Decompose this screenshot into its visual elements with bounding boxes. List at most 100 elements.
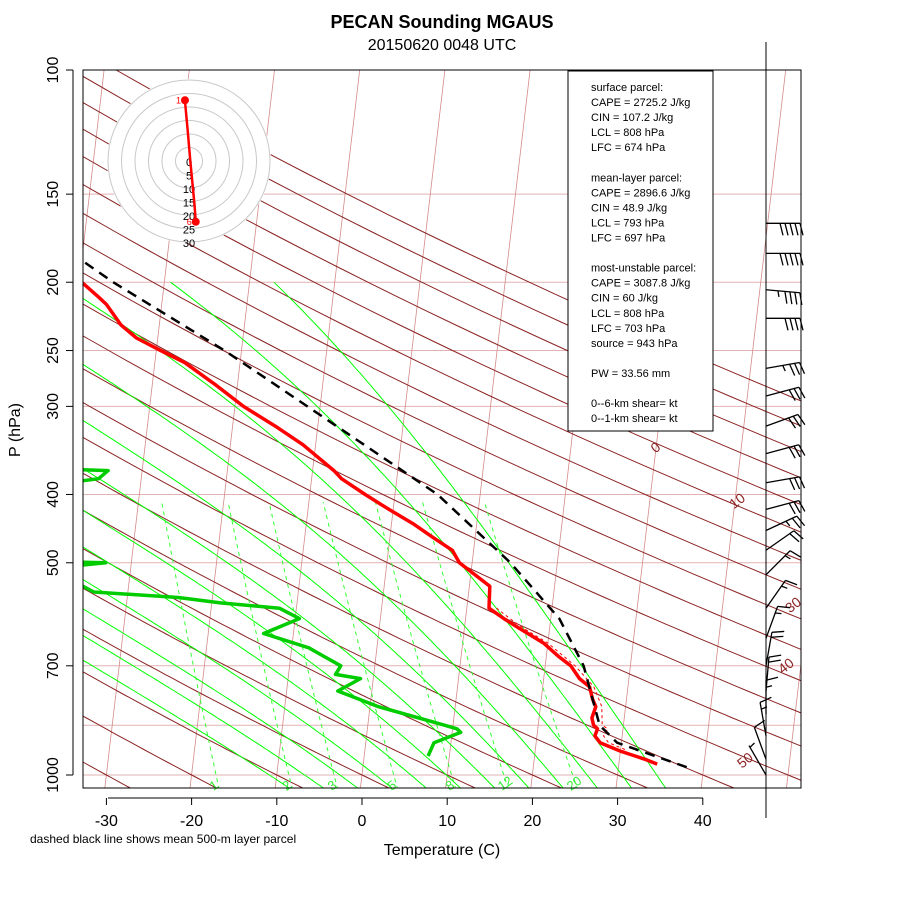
hodograph-ring bbox=[121, 93, 257, 229]
isotherm-line bbox=[360, 70, 446, 788]
x-tick-label: 0 bbox=[358, 813, 367, 830]
dry-adiabat-label: 40 bbox=[775, 654, 797, 676]
parcel-info-line: CIN = 107.2 J/kg bbox=[591, 112, 673, 124]
y-tick-label: 250 bbox=[45, 337, 62, 364]
x-tick-label: 40 bbox=[694, 813, 712, 830]
hodograph-point bbox=[180, 96, 189, 105]
wind-barb bbox=[765, 499, 806, 515]
hodograph-ring-label: 0 bbox=[186, 157, 192, 169]
footnote: dashed black line shows mean 500-m layer… bbox=[30, 832, 296, 846]
x-tick-label: -20 bbox=[180, 813, 203, 830]
y-tick-label: 400 bbox=[45, 481, 62, 508]
hodograph-ring-label: 15 bbox=[183, 198, 195, 210]
chart-title: PECAN Sounding MGAUS bbox=[331, 12, 554, 32]
dewpoint-line bbox=[83, 468, 463, 757]
hodograph-ring bbox=[134, 106, 244, 216]
moist-adiabat-line bbox=[273, 281, 667, 788]
x-axis: -30 -20 -10 0 10 20 30 40 bbox=[95, 797, 712, 830]
hodograph-ring bbox=[148, 120, 230, 202]
parcel-info-line: CIN = 60 J/kg bbox=[591, 293, 658, 305]
hodograph-ring-label: 30 bbox=[183, 238, 195, 250]
wind-barb bbox=[765, 550, 801, 576]
x-tick-label: 20 bbox=[524, 813, 542, 830]
wind-barb bbox=[765, 605, 790, 639]
x-tick-label: 10 bbox=[438, 813, 456, 830]
dry-adiabat-line bbox=[83, 212, 801, 561]
parcel-info-line: LFC = 697 hPa bbox=[591, 233, 666, 245]
hodograph-point-label: 6 bbox=[187, 217, 192, 227]
wind-barb bbox=[759, 696, 772, 736]
mixing-ratio-label: 1 bbox=[206, 777, 221, 793]
wind-barb bbox=[765, 361, 806, 376]
dry-adiabat-line bbox=[83, 436, 801, 781]
parcel-info-line: 0--1-km shear= kt bbox=[591, 413, 678, 425]
moist-adiabat-line bbox=[83, 468, 496, 788]
parcel-info-line: CAPE = 2896.6 J/kg bbox=[591, 187, 690, 199]
virtual-temperature-line bbox=[496, 607, 626, 750]
parcel-info-line: LCL = 793 hPa bbox=[591, 217, 665, 229]
isotherm-line bbox=[445, 70, 531, 788]
x-tick-label: 30 bbox=[609, 813, 627, 830]
parcel-info-line: CAPE = 3087.8 J/kg bbox=[591, 278, 690, 290]
parcel-info-line: LCL = 808 hPa bbox=[591, 127, 665, 139]
wind-barb bbox=[765, 579, 798, 609]
parcel-info-line: PW = 33.56 mm bbox=[591, 368, 670, 380]
wind-barb bbox=[748, 742, 767, 776]
moist-adiabat-line bbox=[83, 578, 393, 788]
hodograph-trace bbox=[183, 100, 198, 222]
wind-barb bbox=[765, 530, 804, 551]
parcel-info-line: surface parcel: bbox=[591, 82, 663, 94]
moist-adiabat-line bbox=[83, 546, 427, 788]
parcel-info-line: most-unstable parcel: bbox=[591, 263, 696, 275]
wind-barb bbox=[766, 222, 804, 236]
x-axis-label: Temperature (C) bbox=[384, 842, 500, 859]
y-tick-label: 100 bbox=[45, 57, 62, 84]
mixing-ratio-label: 20 bbox=[564, 773, 584, 794]
mixing-ratio-line bbox=[161, 501, 220, 788]
y-axis-label: P (hPa) bbox=[7, 403, 24, 457]
moist-adiabat-line bbox=[83, 634, 325, 788]
parcel-info-box: surface parcel: CAPE = 2725.2 J/kg CIN = 1… bbox=[567, 70, 714, 432]
dry-adiabat-line bbox=[83, 335, 801, 682]
mixing-ratio-line bbox=[374, 501, 457, 788]
mixing-ratio-label: 3 bbox=[325, 777, 340, 793]
dry-adiabat-line bbox=[83, 401, 801, 747]
wind-barbs bbox=[748, 222, 806, 776]
wind-barb bbox=[765, 386, 806, 401]
moist-adiabat-line bbox=[170, 281, 633, 788]
dry-adiabat-line bbox=[83, 155, 801, 506]
mixing-ratio-label: 8 bbox=[442, 777, 457, 793]
wind-barb bbox=[766, 317, 804, 331]
wind-barb bbox=[766, 252, 804, 266]
wind-barb bbox=[753, 719, 767, 760]
hodograph-ring-label: 5 bbox=[186, 171, 192, 183]
mixing-ratio-line bbox=[227, 501, 293, 788]
moist-adiabat-line bbox=[83, 419, 530, 788]
parcel-info-line: source = 943 hPa bbox=[591, 338, 678, 350]
isotherm-line bbox=[700, 70, 787, 788]
dry-adiabat-line bbox=[83, 242, 801, 590]
mixing-ratio-line bbox=[322, 501, 398, 788]
hodograph-ring-label: 20 bbox=[183, 211, 195, 223]
moist-adiabat-line bbox=[83, 297, 598, 788]
wind-barb bbox=[765, 413, 806, 429]
parcel-info-line: LFC = 674 hPa bbox=[591, 142, 666, 154]
mixing-ratio-label: 12 bbox=[495, 773, 515, 794]
parcel-info-line: CAPE = 2725.2 J/kg bbox=[591, 97, 690, 109]
moist-adiabat-line bbox=[83, 659, 291, 788]
parcel-info-line: 0--6-km shear= kt bbox=[591, 398, 678, 410]
mixing-ratio-label: 5 bbox=[385, 777, 400, 793]
wind-barb bbox=[765, 630, 785, 666]
plot-frame bbox=[82, 69, 802, 789]
wind-barb bbox=[765, 289, 803, 306]
mixing-ratio-line bbox=[422, 501, 509, 788]
isotherm-line bbox=[786, 660, 801, 788]
moist-adiabat-line bbox=[83, 608, 359, 788]
dry-adiabat-label: 0 bbox=[647, 438, 663, 456]
parcel-info-frame bbox=[567, 70, 714, 432]
hodograph-background bbox=[107, 79, 271, 243]
mixing-ratio-labels: 1 2 3 5 8 12 20 bbox=[206, 773, 584, 794]
parcel-info-line: LCL = 808 hPa bbox=[591, 308, 665, 320]
